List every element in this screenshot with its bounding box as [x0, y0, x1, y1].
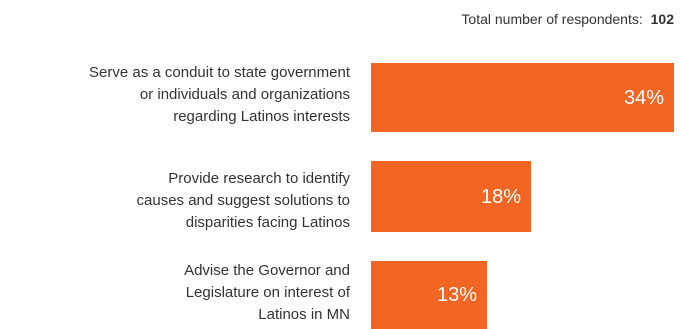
bar-row: Provide research to identify causes and … — [0, 161, 681, 246]
category-label-line: regarding Latinos interests — [173, 108, 350, 125]
respondents-label: Total number of respondents: — [461, 11, 643, 27]
category-label: Provide research to identify causes and … — [10, 168, 350, 234]
respondents-count: 102 — [650, 11, 674, 27]
bar-value-label: 18% — [480, 185, 521, 208]
category-label-line: Advise the Governor and — [184, 262, 350, 279]
bar-row: Serve as a conduit to state government o… — [0, 58, 681, 142]
category-label-line: Latinos in MN — [258, 306, 350, 323]
category-label-line: causes and suggest solutions to — [136, 192, 350, 209]
category-label-line: disparities facing Latinos — [185, 214, 350, 231]
category-label-line: Legislature on interest of — [185, 284, 350, 301]
category-label-line: or individuals and organizations — [139, 86, 350, 103]
bar-row: Advise the Governor and Legislature on i… — [0, 258, 681, 329]
category-label-line: Serve as a conduit to state government — [89, 64, 350, 81]
respondents-annotation: Total number of respondents: 102 — [461, 10, 674, 28]
bar: 13% — [371, 261, 487, 329]
category-label: Serve as a conduit to state government o… — [10, 62, 350, 128]
category-label: Advise the Governor and Legislature on i… — [10, 260, 350, 326]
category-label-line: Provide research to identify — [168, 170, 350, 187]
bar-value-label: 13% — [436, 284, 477, 306]
bar-value-label: 34% — [623, 86, 664, 109]
bar: 18% — [371, 161, 531, 232]
bar: 34% — [371, 63, 674, 132]
